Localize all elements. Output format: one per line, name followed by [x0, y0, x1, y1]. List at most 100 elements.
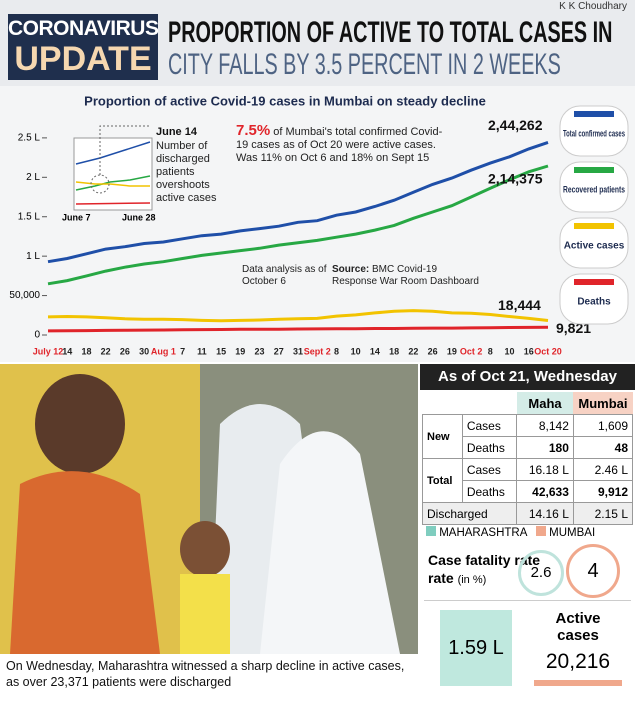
x-tick-label: 14 [370, 346, 380, 356]
x-tick-label: 11 [197, 346, 207, 356]
x-tick-label: 23 [255, 346, 265, 356]
x-tick-label: 18 [389, 346, 399, 356]
legend-label: Total confirmed cases [563, 128, 625, 138]
inset-frame [73, 137, 153, 211]
group-label: Total [422, 458, 463, 503]
divider [424, 600, 631, 601]
cell: 180 [516, 436, 574, 459]
x-tick-label: 8 [488, 346, 493, 356]
cell: 9,912 [572, 480, 634, 503]
x-tick-label: July 12 [33, 346, 64, 356]
series-line [47, 140, 549, 264]
blank [423, 392, 517, 415]
fatality-mumbai: 4 [566, 544, 620, 598]
legend: MAHARASHTRA MUMBAI [426, 526, 595, 539]
legend-box [559, 161, 629, 213]
legend-box [559, 273, 629, 325]
y-tick-label: 50,000 [9, 290, 40, 301]
table: Maha Mumbai New Cases 8,142 1,609 Deaths 180 48 T… [421, 392, 634, 525]
child [180, 574, 230, 654]
table-row: Total Cases 16.18 L 2.46 L [422, 458, 634, 503]
highlight-text: of Mumbai's total confirmed Covid-19 cas… [236, 126, 443, 164]
badge-top: CORONAVIRUS [8, 17, 159, 40]
y-tick-label: 1 L [26, 251, 40, 262]
credit: K K Choudhary [559, 1, 627, 12]
active-maha: 1.59 L [440, 610, 512, 686]
cell: 42,633 [516, 480, 574, 503]
badge-bottom: UPDATE [14, 40, 152, 78]
table-row: Discharged 14.16 L 2.15 L [421, 502, 634, 525]
row-label: Deaths [461, 436, 518, 459]
x-tick-label: 10 [505, 346, 515, 356]
x-tick-label: 16 [524, 346, 534, 356]
headline: CITY FALLS BY 3.5 PERCENT IN 2 WEEKS [168, 48, 561, 81]
row-label: Discharged [421, 502, 518, 525]
x-tick-label: 14 [62, 346, 72, 356]
x-tick-label: 22 [408, 346, 418, 356]
row-label: Deaths [461, 480, 518, 503]
y-tick-label: 2 L [26, 172, 40, 183]
legend-label: Recovered patients [563, 184, 625, 194]
headline: PROPORTION OF ACTIVE TO TOTAL CASES IN [168, 16, 613, 49]
x-tick-label: 8 [334, 346, 339, 356]
value-label: 2,44,262 [488, 117, 543, 133]
column-header: Mumbai [573, 392, 633, 415]
x-tick-label: 26 [120, 346, 130, 356]
photo-art [0, 364, 418, 654]
cell: 2.46 L [572, 458, 634, 481]
cell: 8,142 [516, 414, 574, 437]
legend-box [559, 217, 629, 269]
legend-box [559, 105, 629, 157]
series-line [47, 309, 549, 323]
x-tick-label: 19 [235, 346, 245, 356]
inset-note: Number of discharged patients overshoots… [156, 140, 217, 204]
series-line [47, 164, 549, 286]
x-tick-label: 27 [274, 346, 284, 356]
table-row: Deaths 180 48 [423, 436, 634, 459]
cell: 48 [572, 436, 634, 459]
chart: Proportion of active Covid-19 cases in M… [9, 93, 629, 356]
cell: 14.16 L [516, 502, 574, 525]
chart-title: Proportion of active Covid-19 cases in M… [84, 93, 486, 108]
chart-panel: Proportion of active Covid-19 cases in M… [0, 86, 635, 362]
x-tick-label: 30 [139, 346, 149, 356]
column-header: Maha [516, 392, 574, 415]
photo-caption: On Wednesday, Maharashtra witnessed a sh… [6, 659, 405, 689]
worker [260, 431, 400, 654]
cell: 16.18 L [516, 458, 574, 481]
fatality-label-end: rate [428, 570, 454, 586]
legend-swatch [574, 279, 614, 285]
legend-label: Active cases [564, 241, 625, 252]
active-label: Active cases [555, 610, 601, 644]
x-tick-label: Sept 2 [304, 346, 331, 356]
table-row: New Cases 8,142 1,609 [422, 414, 634, 459]
value-label: 2,14,375 [488, 171, 543, 187]
x-tick-label: Oct 2 [460, 346, 483, 356]
table-title: As of Oct 21, Wednesday [420, 364, 635, 390]
fatality-unit: (in %) [457, 574, 487, 586]
stats-panel: As of Oct 21, Wednesday Maha Mumbai New Cas… [420, 364, 635, 710]
row-label: Cases [461, 414, 518, 437]
fatality-label: Case fatality rate [428, 552, 541, 568]
fatality-label: rate (in %) [428, 570, 486, 586]
legend-swatch [426, 526, 436, 536]
badge: CORONAVIRUS UPDATE [8, 14, 159, 80]
x-tick-label: 15 [216, 346, 226, 356]
inset: June 7 June 28 [62, 125, 156, 222]
row-label: Cases [461, 458, 518, 481]
inset-date: June 14 [156, 126, 197, 138]
legend-label: Deaths [577, 297, 611, 308]
active-mumbai: 20,216 [545, 650, 611, 673]
inset-label: June 7 [62, 212, 91, 222]
group-label: New [422, 414, 463, 459]
x-tick-label: 31 [293, 346, 303, 356]
inset-line [75, 175, 151, 191]
person [35, 374, 125, 474]
table-row: Deaths 42,633 9,912 [423, 480, 634, 503]
legend-swatch [535, 526, 546, 536]
x-tick-label: Oct 20 [534, 346, 562, 356]
x-tick-label: 26 [428, 346, 438, 356]
legend-swatch [574, 111, 614, 117]
legend-swatch [574, 223, 614, 229]
